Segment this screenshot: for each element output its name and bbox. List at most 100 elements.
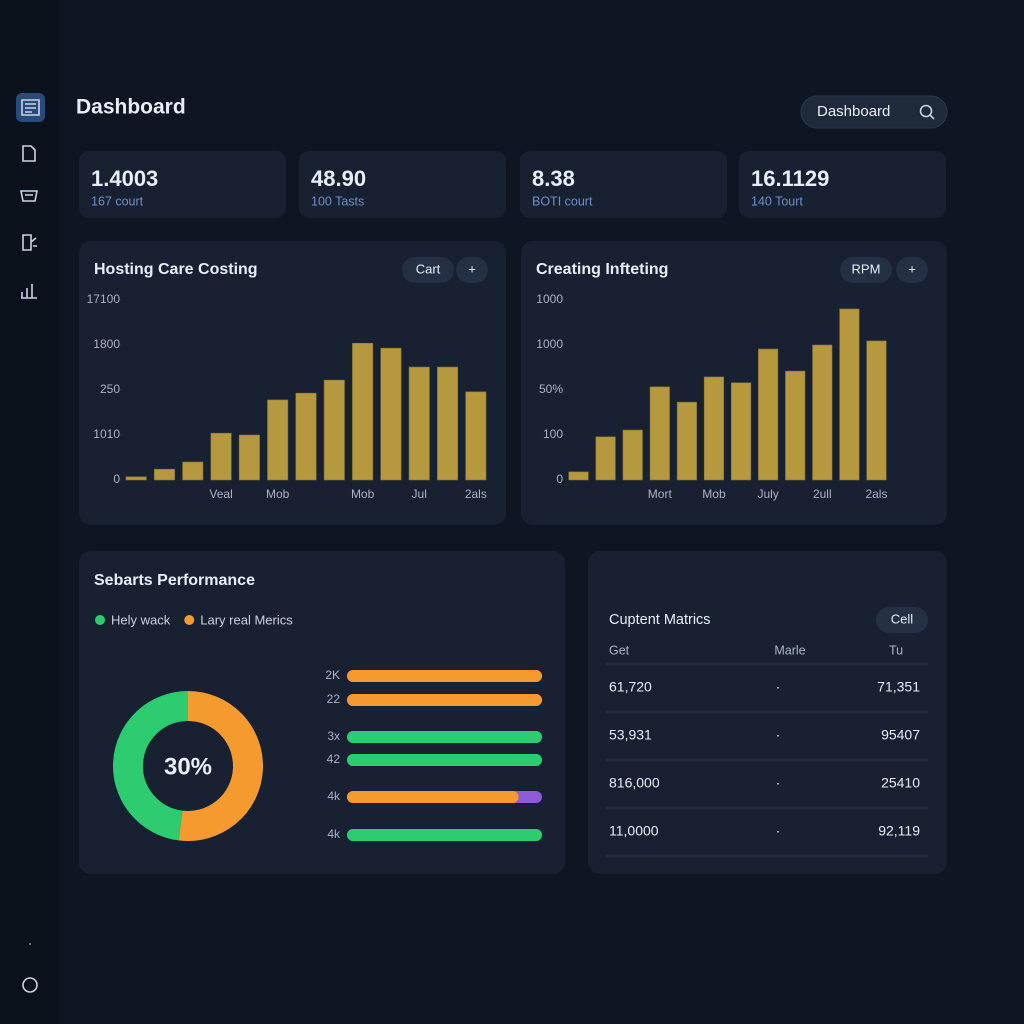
legend-swatch <box>95 615 105 625</box>
stat-label: 167 court <box>91 194 144 208</box>
progress-bar <box>347 791 519 803</box>
bar <box>380 347 402 481</box>
dot <box>29 943 31 945</box>
nav-icon[interactable] <box>21 284 37 299</box>
bar <box>676 401 697 481</box>
table-cell: · <box>776 727 781 743</box>
bar-label: 22 <box>327 692 341 706</box>
progress-bar <box>347 829 542 841</box>
bar <box>295 392 317 481</box>
table-cell: · <box>776 823 781 839</box>
bar <box>323 379 345 481</box>
search-text[interactable]: Dashboard <box>817 103 890 120</box>
bar-label: 42 <box>327 752 341 766</box>
table-cell: 71,351 <box>877 679 920 695</box>
y-tick-label: 100 <box>543 427 563 441</box>
y-tick-label: 50% <box>539 382 563 396</box>
button-label[interactable]: Cell <box>891 611 914 626</box>
bar <box>866 340 887 481</box>
bar <box>238 434 260 481</box>
column-header: Tu <box>889 643 903 657</box>
table-cell: · <box>776 679 781 695</box>
stat-value: 8.38 <box>532 166 575 191</box>
x-tick-label: Veal <box>209 487 232 501</box>
y-tick-label: 1000 <box>536 292 563 306</box>
nav-icon[interactable] <box>22 234 37 251</box>
table-title: Cuptent Matrics <box>609 612 711 628</box>
legend-label: Hely wack <box>111 612 171 627</box>
button[interactable] <box>876 607 928 633</box>
table-cell: 95407 <box>881 727 920 743</box>
table-cell: 25410 <box>881 775 920 791</box>
donut-segment <box>113 691 189 841</box>
bar <box>785 370 806 481</box>
nav-icon[interactable] <box>22 145 36 162</box>
donut-center-label: 30% <box>164 753 212 780</box>
y-tick-label: 0 <box>556 472 563 486</box>
bar <box>182 461 204 481</box>
x-tick-label: 2als <box>865 487 887 501</box>
progress-bar <box>347 731 542 743</box>
y-tick-label: 17100 <box>87 292 121 306</box>
y-tick-label: 250 <box>100 382 120 396</box>
table-cell: 61,720 <box>609 679 652 695</box>
column-header: Marle <box>774 643 805 657</box>
table-cell: 53,931 <box>609 727 652 743</box>
button-label[interactable]: Cart <box>416 261 441 276</box>
bar <box>812 344 833 481</box>
x-tick-label: July <box>757 487 778 501</box>
button-label[interactable]: RPM <box>852 261 881 276</box>
bar-label: 3x <box>327 729 340 743</box>
chart-title: Sebarts Performance <box>94 572 255 589</box>
stat-label: 140 Tourt <box>751 194 803 208</box>
button[interactable] <box>402 257 454 283</box>
stat-card <box>739 151 946 218</box>
sidebar <box>0 0 58 1024</box>
stat-value: 48.90 <box>311 166 366 191</box>
table-cell: 816,000 <box>609 775 660 791</box>
bar <box>568 471 589 481</box>
stat-label: 100 Tasts <box>311 194 364 208</box>
button-label[interactable]: + <box>468 261 476 276</box>
x-tick-label: 2als <box>465 487 487 501</box>
bar <box>267 399 289 481</box>
bar-label: 2K <box>325 668 340 682</box>
column-header: Get <box>609 643 630 657</box>
x-tick-label: Mob <box>266 487 290 501</box>
x-tick-label: Mob <box>702 487 726 501</box>
y-tick-label: 1010 <box>93 427 120 441</box>
bar-label: 4k <box>327 789 341 803</box>
y-tick-label: 1800 <box>93 337 120 351</box>
nav-icon[interactable] <box>20 190 38 202</box>
search-box[interactable] <box>800 95 948 129</box>
stat-label: BOTI court <box>532 194 593 208</box>
bar <box>839 308 860 481</box>
progress-bar <box>347 694 542 706</box>
stat-card <box>299 151 506 218</box>
stat-value: 1.4003 <box>91 166 158 191</box>
search-icon[interactable] <box>919 104 933 118</box>
page-title: Dashboard <box>76 96 186 119</box>
bar <box>465 391 487 481</box>
x-tick-label: Jul <box>412 487 427 501</box>
button[interactable] <box>896 257 928 283</box>
button[interactable] <box>456 257 488 283</box>
settings-icon[interactable] <box>22 977 38 993</box>
nav-icon[interactable] <box>21 99 40 116</box>
button[interactable] <box>840 257 892 283</box>
button-label[interactable]: + <box>908 261 916 276</box>
y-tick-label: 0 <box>113 472 120 486</box>
search-icon[interactable] <box>929 114 935 120</box>
bar <box>408 366 430 481</box>
bar <box>210 432 232 481</box>
x-tick-label: Mort <box>648 487 673 501</box>
stat-card <box>520 151 727 218</box>
bar <box>595 436 616 481</box>
bar <box>352 342 374 481</box>
chart-title: Creating Infteting <box>536 261 668 278</box>
bar-label: 4k <box>327 827 341 841</box>
x-tick-label: 2ull <box>813 487 832 501</box>
table-cell: 92,119 <box>878 823 920 839</box>
